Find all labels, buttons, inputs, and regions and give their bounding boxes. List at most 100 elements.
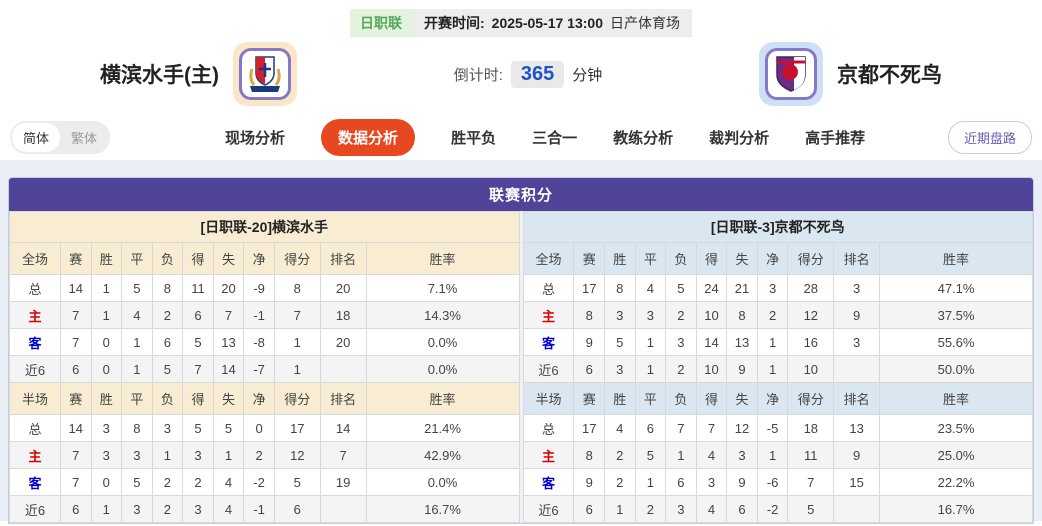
stat-cell: 37.5%	[879, 301, 1033, 329]
home-team-name: 横滨水手(主)	[100, 64, 219, 87]
stat-cell: 55.6%	[879, 328, 1033, 356]
column-header: 胜率	[879, 382, 1033, 415]
row-label: 客	[522, 328, 575, 356]
match-info-strip: 日职联 开赛时间: 2025-05-17 13:00 日产体育场	[0, 9, 1042, 37]
lang-traditional[interactable]: 繁体	[71, 131, 98, 146]
stat-cell: 2	[151, 495, 184, 523]
tab-referee-analysis[interactable]: 裁判分析	[709, 130, 770, 147]
tab-three-in-one[interactable]: 三合一	[532, 130, 578, 147]
stat-cell: 5	[273, 468, 321, 496]
stat-cell: 3	[182, 495, 214, 523]
stat-cell: 23.5%	[879, 414, 1033, 442]
stat-cell: 3	[634, 301, 667, 329]
stat-cell: 6	[573, 495, 605, 523]
stats-row-客: 客 9 2 1 6 3 9 -6 7 15 22.2%	[522, 468, 1033, 496]
stat-cell: 1	[121, 355, 153, 383]
tab-live-analysis[interactable]: 现场分析	[225, 130, 286, 147]
column-header: 净	[756, 382, 789, 415]
stat-cell: 3	[833, 328, 881, 356]
column-header: 得	[182, 382, 214, 415]
stats-row-总: 总 17 4 6 7 7 12 -5 18 13 23.5%	[522, 414, 1033, 442]
recent-handicap-button[interactable]: 近期盘路	[947, 121, 1032, 154]
row-label: 总	[522, 414, 575, 442]
stat-cell: 3	[665, 328, 697, 356]
stat-cell: 17	[573, 274, 605, 302]
stat-cell: 5	[182, 414, 214, 442]
stat-cell: -5	[756, 414, 789, 442]
home-team: 横滨水手(主)	[100, 42, 297, 106]
stat-cell: 7	[695, 414, 728, 442]
column-header: 净	[243, 242, 275, 275]
tab-coach-analysis[interactable]: 教练分析	[613, 130, 674, 147]
stat-cell: 1	[634, 355, 667, 383]
stat-cell: 3	[665, 495, 697, 523]
stat-cell: 8	[573, 441, 605, 469]
column-header: 平	[634, 242, 667, 275]
stats-row-近6: 近6 6 3 1 2 10 9 1 10 50.0%	[522, 355, 1033, 383]
league-points-title: 联赛积分	[9, 178, 1033, 211]
row-label: 近6	[9, 495, 61, 523]
stat-cell: 5	[182, 328, 214, 356]
column-header: 平	[634, 382, 667, 415]
stat-cell: 28	[787, 274, 835, 302]
content-area: 联赛积分 [日职联-20]横滨水手 全场赛胜平负得失净得分 排名 胜率总 14 1 5 8 11…	[0, 161, 1042, 524]
stat-cell: 20	[319, 328, 367, 356]
kickoff-info: 开赛时间: 2025-05-17 13:00 日产体育场	[412, 9, 692, 37]
stat-cell: 5	[212, 414, 245, 442]
language-toggle[interactable]: 简体 繁体	[10, 121, 111, 154]
lang-simplified[interactable]: 简体	[12, 123, 61, 152]
stat-cell: 2	[634, 495, 667, 523]
column-header: 负	[151, 242, 184, 275]
stat-cell: 1	[634, 468, 667, 496]
column-header: 平	[121, 382, 153, 415]
stat-cell: 8	[573, 301, 605, 329]
column-header: 排名	[833, 242, 881, 275]
stat-cell: -2	[243, 468, 275, 496]
stats-row-总: 总 17 8 4 5 24 21 3 28 3 47.1%	[522, 274, 1033, 302]
stat-cell: 13	[833, 414, 881, 442]
column-header: 得分	[273, 382, 321, 415]
stat-cell: 7	[212, 301, 245, 329]
stat-cell: 1	[273, 355, 321, 383]
stat-cell: 6	[182, 301, 214, 329]
stat-cell: 12	[787, 301, 835, 329]
stats-row-客: 客 7 0 1 6 5 13 -8 1 20 0.0%	[9, 328, 520, 356]
stat-cell: 2	[182, 468, 214, 496]
row-label: 主	[522, 301, 575, 329]
column-header: 半场	[522, 382, 575, 415]
stat-cell: 6	[726, 495, 758, 523]
stat-cell: 1	[756, 441, 789, 469]
column-header: 胜	[604, 382, 636, 415]
stat-cell: 25.0%	[879, 441, 1033, 469]
column-header: 负	[665, 242, 697, 275]
stat-cell: 42.9%	[365, 441, 520, 469]
stat-cell: 22.2%	[879, 468, 1033, 496]
analysis-tabs: 现场分析 数据分析 胜平负 三合一 教练分析 裁判分析 高手推荐	[225, 119, 865, 156]
stat-cell: 5	[121, 468, 153, 496]
column-header: 胜率	[365, 382, 520, 415]
column-header: 排名	[833, 382, 881, 415]
stat-cell: 2	[665, 355, 697, 383]
column-header: 失	[212, 242, 245, 275]
tab-win-draw-lose[interactable]: 胜平负	[451, 130, 497, 147]
column-header: 平	[121, 242, 153, 275]
stat-cell: 3	[726, 441, 758, 469]
column-header: 胜	[604, 242, 636, 275]
stat-cell: 6	[634, 414, 667, 442]
stat-cell: -8	[243, 328, 275, 356]
kyoto-sanga-crest-icon	[776, 56, 806, 92]
stat-cell: 9	[573, 468, 605, 496]
stats-row-近6: 近6 6 1 3 2 3 4 -1 6 16.7%	[9, 495, 520, 523]
column-header: 净	[756, 242, 789, 275]
stat-cell: 2	[243, 441, 275, 469]
column-header: 胜	[90, 382, 123, 415]
stat-cell: 5	[151, 355, 184, 383]
countdown: 倒计时: 365 分钟	[454, 60, 602, 88]
tab-expert-picks[interactable]: 高手推荐	[805, 130, 866, 147]
match-info-pill: 日职联 开赛时间: 2025-05-17 13:00 日产体育场	[350, 9, 692, 37]
stat-cell: 18	[319, 301, 367, 329]
column-header: 全场	[9, 242, 61, 275]
stat-cell: 14.3%	[365, 301, 520, 329]
tab-data-analysis[interactable]: 数据分析	[321, 119, 416, 156]
column-header: 赛	[59, 242, 92, 275]
